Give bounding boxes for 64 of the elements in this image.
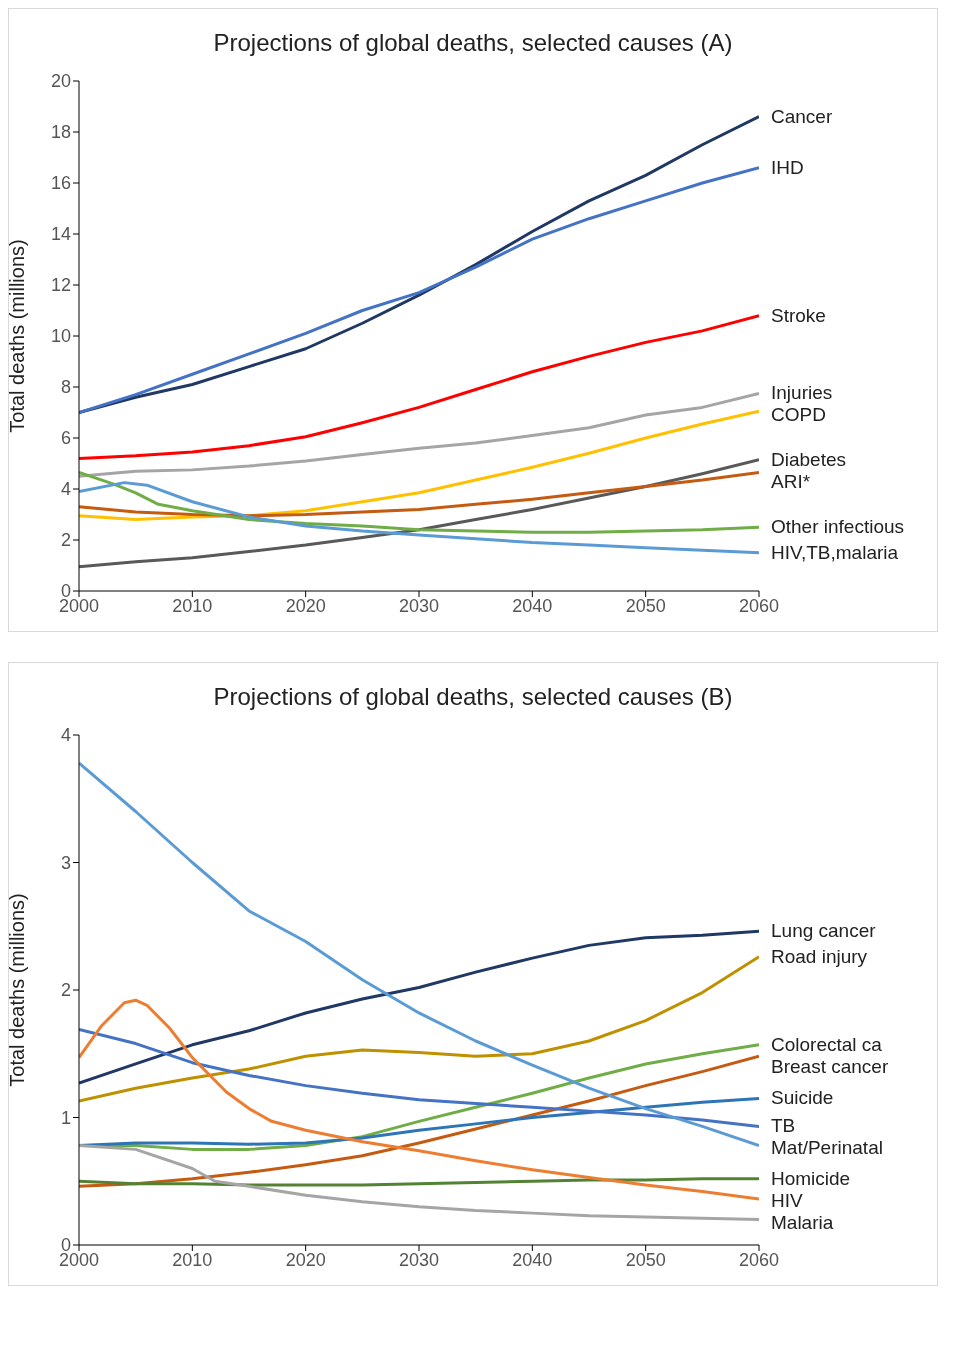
x-tick-label: 2060 <box>738 1249 780 1270</box>
line-series <box>79 409 759 522</box>
series-label: HIV,TB,malaria <box>771 540 899 565</box>
y-tick-label: 12 <box>50 275 71 296</box>
x-tick-label: 2030 <box>398 1249 440 1270</box>
x-tick-label: 2050 <box>625 1249 666 1270</box>
line-series <box>79 955 759 1103</box>
y-axis-title: Total deaths (millions) <box>6 239 29 433</box>
line-series <box>79 470 759 534</box>
x-tick-label: 2020 <box>285 1249 326 1270</box>
series-label: TB <box>771 1114 796 1139</box>
series-label: Colorectal ca <box>771 1032 882 1057</box>
line-series <box>79 458 759 569</box>
y-tick-label: 20 <box>50 71 71 92</box>
series-label: Lung cancer <box>771 919 876 944</box>
line-series <box>79 929 759 1085</box>
series-label: HIV <box>771 1188 803 1213</box>
line-series <box>79 1028 759 1128</box>
y-tick-label: 2 <box>60 980 71 1001</box>
y-tick-label: 6 <box>60 428 71 449</box>
y-axis-title: Total deaths (millions) <box>6 893 29 1087</box>
y-tick-label: 1 <box>60 1107 71 1128</box>
line-series <box>79 314 759 460</box>
x-tick-label: 2010 <box>172 595 213 616</box>
line-series <box>79 1144 759 1221</box>
x-tick-label: 2020 <box>285 595 326 616</box>
x-tick-label: 2040 <box>512 1249 553 1270</box>
y-tick-label: 4 <box>60 479 71 500</box>
x-tick-label: 2030 <box>398 595 440 616</box>
y-tick-label: 18 <box>50 122 71 143</box>
y-tick-label: 4 <box>60 725 71 746</box>
series-label: Injuries <box>771 381 833 406</box>
series-label: Other infectious <box>771 515 905 540</box>
x-tick-label: 2010 <box>172 1249 213 1270</box>
series-label: Road injury <box>771 944 868 969</box>
series-label: Suicide <box>771 1086 834 1111</box>
series-label: IHD <box>771 155 804 180</box>
x-tick-label: 2060 <box>738 595 780 616</box>
series-label: Diabetes <box>771 447 846 472</box>
series-label: ARI* <box>771 469 811 494</box>
y-tick-label: 16 <box>50 173 71 194</box>
chart-title: Projections of global deaths, selected causes (A) <box>212 29 734 57</box>
series-label: Mat/Perinatal <box>771 1136 883 1161</box>
series-label: Stroke <box>771 303 826 328</box>
line-series <box>79 998 759 1201</box>
chart-title: Projections of global deaths, selected causes (B) <box>212 683 734 711</box>
line-series <box>79 1177 759 1187</box>
y-tick-label: 2 <box>60 530 71 551</box>
line-series <box>79 761 759 1148</box>
y-tick-label: 10 <box>50 326 71 347</box>
series-label: COPD <box>771 403 826 428</box>
line-series <box>79 166 759 414</box>
series-label: Homicide <box>771 1166 851 1191</box>
series-label: Breast cancer <box>771 1054 889 1079</box>
x-tick-label: 2050 <box>625 595 666 616</box>
line-series <box>79 481 759 555</box>
y-tick-label: 3 <box>60 852 71 873</box>
line-series <box>79 470 759 518</box>
x-tick-label: 2040 <box>512 595 553 616</box>
y-tick-label: 8 <box>60 377 71 398</box>
series-label: Cancer <box>771 104 833 129</box>
series-label: Malaria <box>771 1210 834 1235</box>
y-tick-label: 14 <box>50 224 71 245</box>
line-series <box>79 391 759 478</box>
